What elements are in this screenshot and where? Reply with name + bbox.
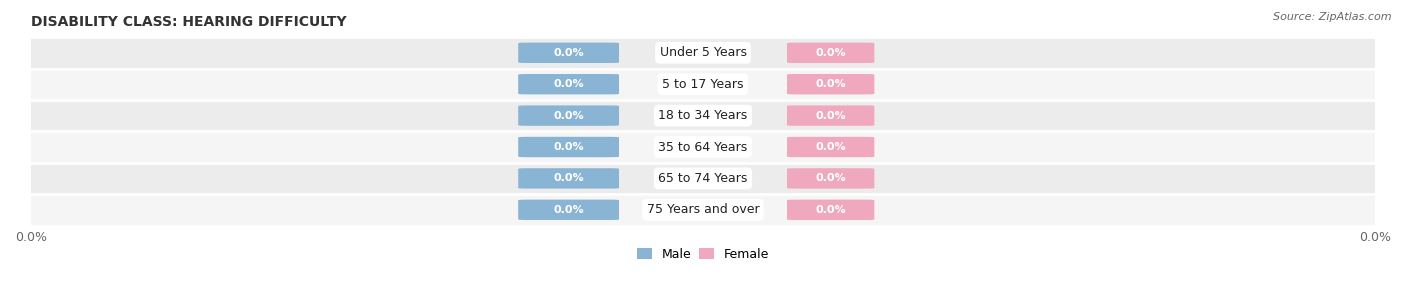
FancyBboxPatch shape — [519, 200, 619, 220]
Text: 0.0%: 0.0% — [815, 111, 846, 121]
Text: 0.0%: 0.0% — [554, 111, 583, 121]
Text: 18 to 34 Years: 18 to 34 Years — [658, 109, 748, 122]
Bar — [31, 163, 1375, 194]
FancyBboxPatch shape — [519, 105, 619, 126]
Text: 5 to 17 Years: 5 to 17 Years — [662, 78, 744, 91]
FancyBboxPatch shape — [787, 137, 875, 157]
Text: 0.0%: 0.0% — [554, 79, 583, 89]
Text: 75 Years and over: 75 Years and over — [647, 203, 759, 216]
Text: 0.0%: 0.0% — [815, 205, 846, 215]
FancyBboxPatch shape — [787, 168, 875, 188]
FancyBboxPatch shape — [519, 74, 619, 95]
Text: 35 to 64 Years: 35 to 64 Years — [658, 140, 748, 154]
Text: 0.0%: 0.0% — [815, 142, 846, 152]
Bar — [31, 131, 1375, 163]
Text: 0.0%: 0.0% — [554, 173, 583, 183]
Bar — [31, 100, 1375, 131]
Text: 0.0%: 0.0% — [554, 142, 583, 152]
Text: DISABILITY CLASS: HEARING DIFFICULTY: DISABILITY CLASS: HEARING DIFFICULTY — [31, 15, 347, 29]
FancyBboxPatch shape — [519, 137, 619, 157]
FancyBboxPatch shape — [787, 200, 875, 220]
FancyBboxPatch shape — [787, 105, 875, 126]
Bar — [31, 68, 1375, 100]
FancyBboxPatch shape — [519, 168, 619, 188]
Text: 0.0%: 0.0% — [554, 205, 583, 215]
Bar — [31, 194, 1375, 226]
Text: 0.0%: 0.0% — [815, 48, 846, 58]
Text: Under 5 Years: Under 5 Years — [659, 46, 747, 59]
Text: 65 to 74 Years: 65 to 74 Years — [658, 172, 748, 185]
FancyBboxPatch shape — [787, 74, 875, 95]
FancyBboxPatch shape — [787, 43, 875, 63]
Bar — [31, 37, 1375, 68]
Text: 0.0%: 0.0% — [554, 48, 583, 58]
Text: Source: ZipAtlas.com: Source: ZipAtlas.com — [1274, 12, 1392, 22]
Legend: Male, Female: Male, Female — [637, 248, 769, 261]
Text: 0.0%: 0.0% — [815, 173, 846, 183]
Text: 0.0%: 0.0% — [815, 79, 846, 89]
FancyBboxPatch shape — [519, 43, 619, 63]
